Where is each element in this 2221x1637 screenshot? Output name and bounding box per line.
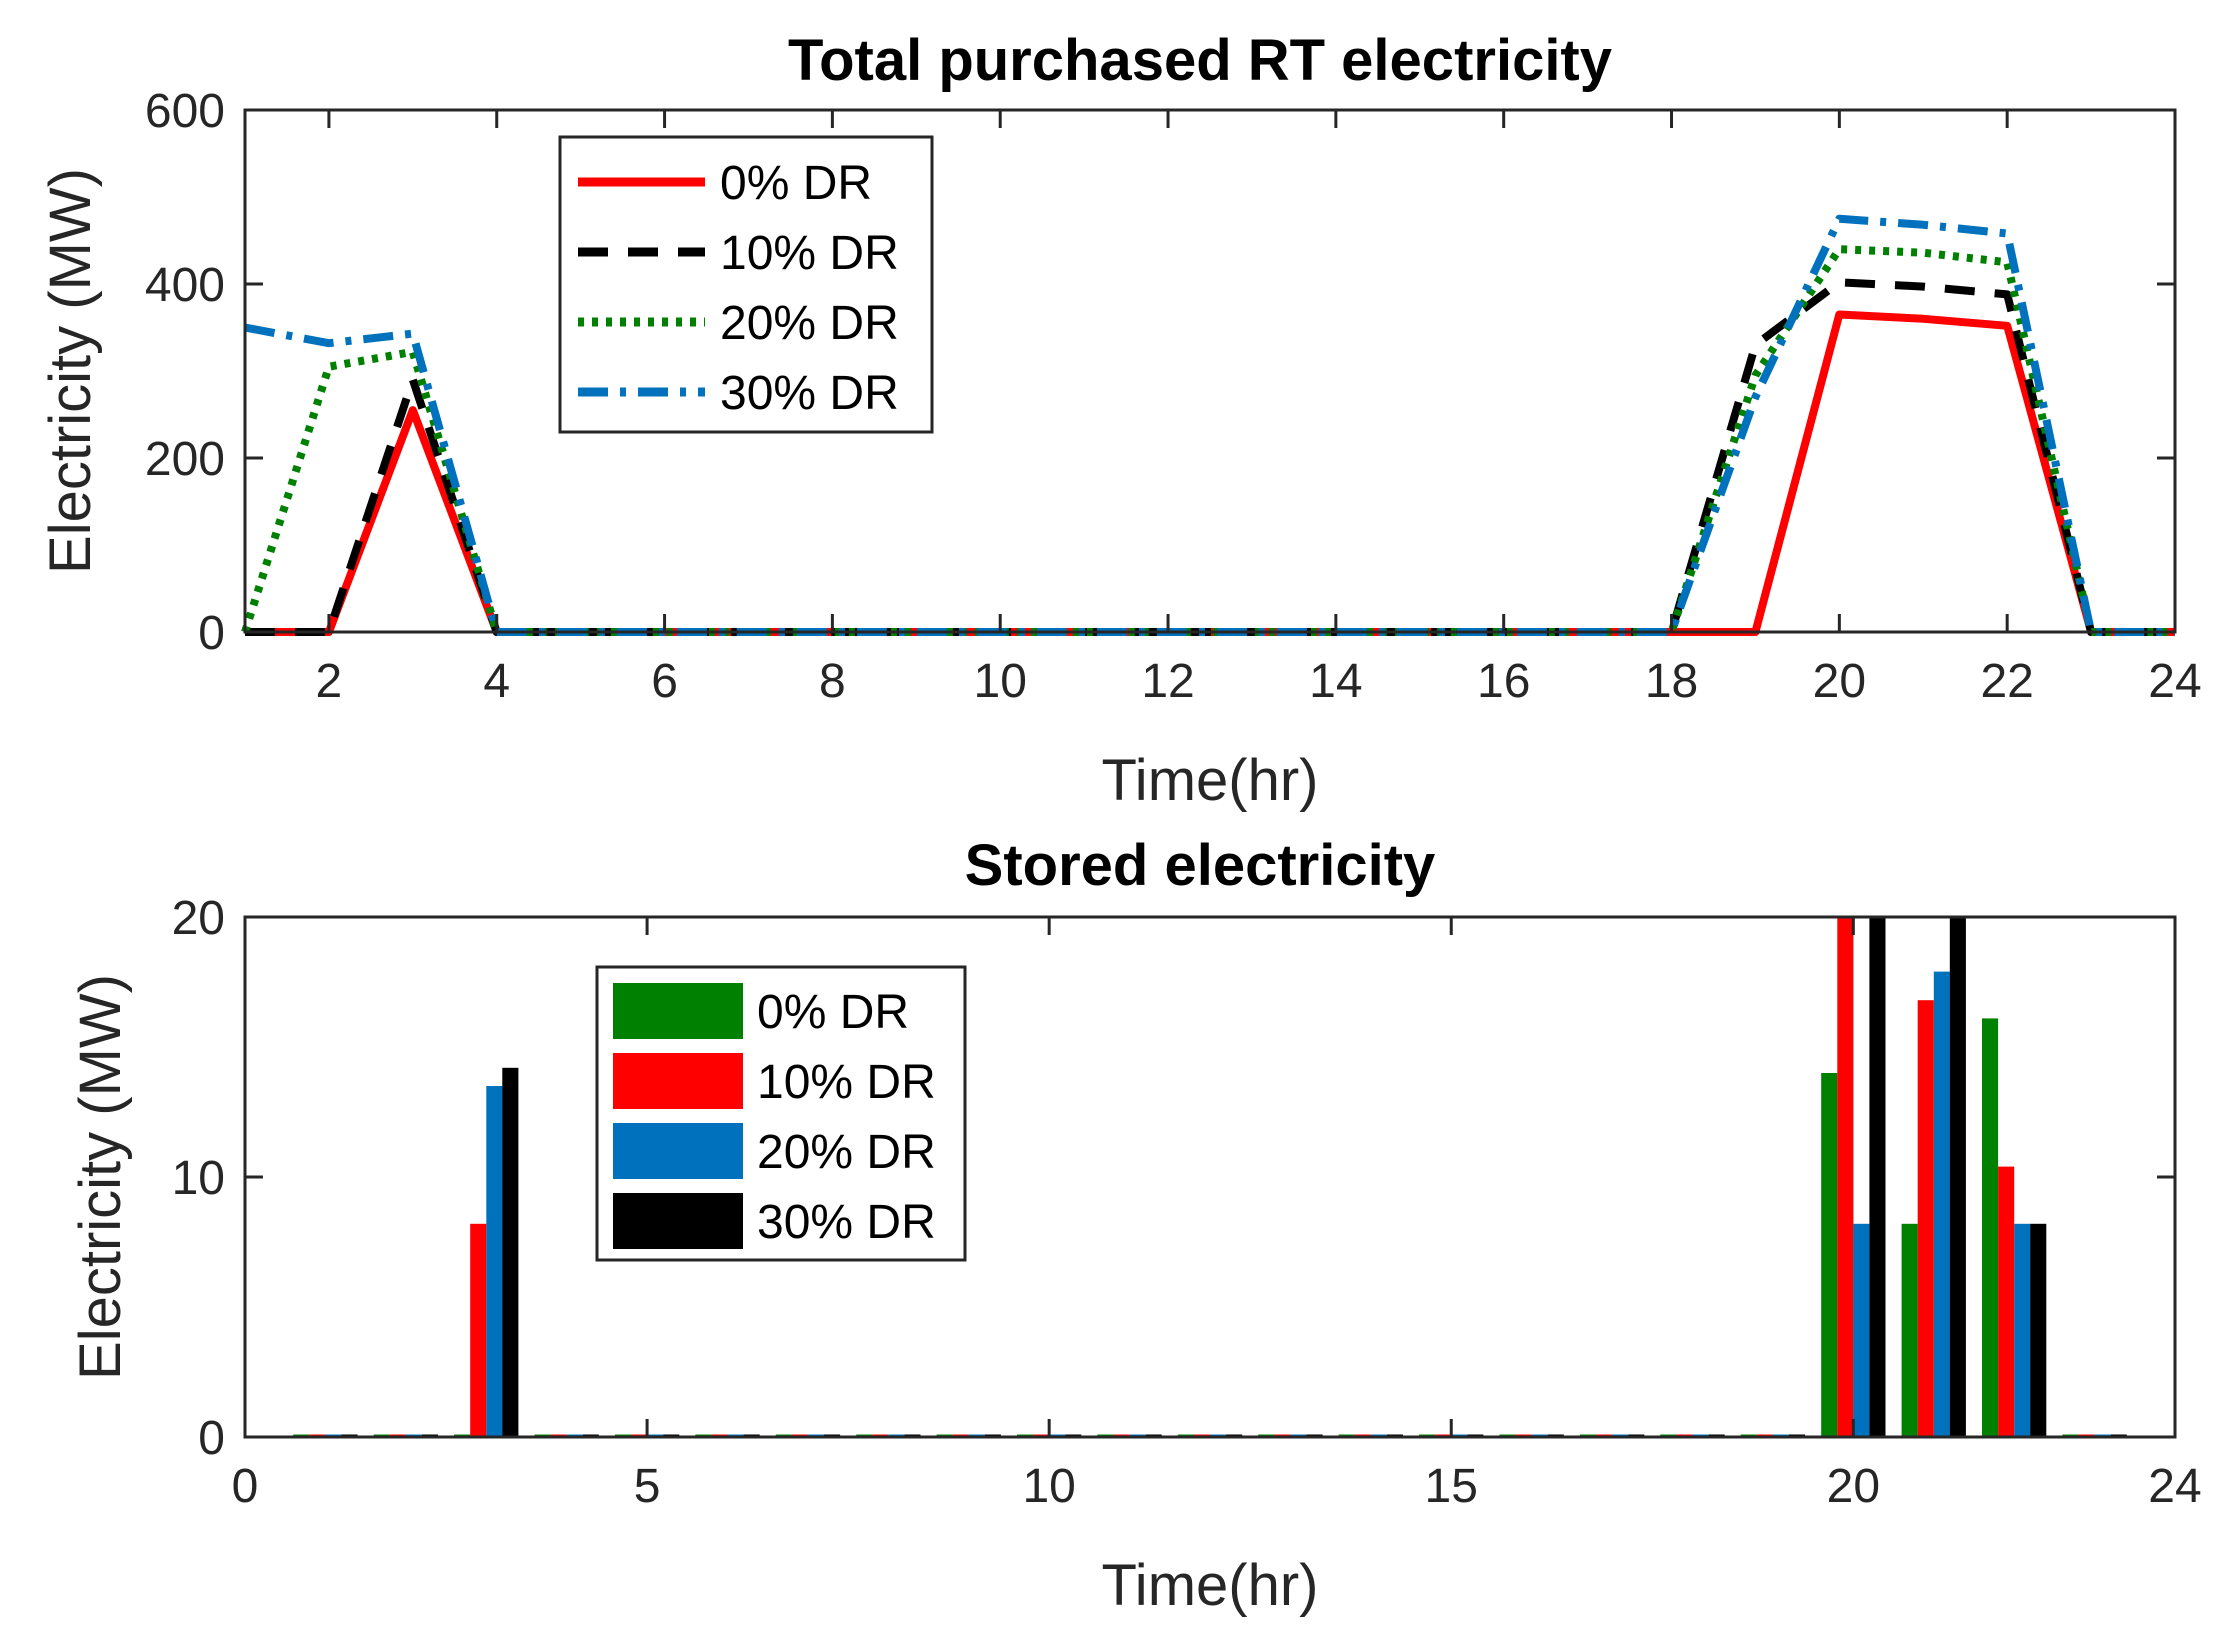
bar-chart-ticks: 0 5 10 15 20 24 0 10 20: [172, 892, 2202, 1513]
legend-label-3: 20% DR: [720, 297, 899, 350]
x-tick-label: 22: [1980, 655, 2033, 708]
bar-series-3-hr-20: [1853, 1223, 1870, 1437]
x-tick-label: 6: [651, 655, 678, 708]
bar-series-4-hr-21: [1949, 917, 1966, 1437]
x-tick-label: 24: [2148, 655, 2201, 708]
bar-chart-ylabel: Electricity (MW): [68, 974, 133, 1380]
line-series-2: [245, 278, 2175, 636]
legend-label-3: 20% DR: [757, 1126, 936, 1179]
line-series-1: [245, 310, 2175, 636]
x-tick-label: 2: [316, 655, 343, 708]
line-chart-ylabel: Electricity (MW): [38, 168, 103, 574]
bar-chart-panel: Stored electricity 0 5 10 15 20 24 0 10 20 Time(…: [68, 833, 2202, 1618]
x-tick-label: 5: [634, 1460, 661, 1513]
line-chart-panel: Total purchased RT electricity 2 4 6 8 10 12 1…: [38, 28, 2202, 813]
legend-label-4: 30% DR: [720, 367, 899, 420]
bar-chart-series: [293, 917, 2127, 1438]
y-tick-label: 400: [145, 259, 225, 312]
legend-label-1: 0% DR: [757, 986, 909, 1039]
y-tick-label: 600: [145, 85, 225, 138]
line-chart-title: Total purchased RT electricity: [788, 28, 1612, 93]
x-tick-label: 20: [1813, 655, 1866, 708]
x-tick-label: 12: [1141, 655, 1194, 708]
y-tick-label: 0: [198, 607, 225, 660]
legend-swatch-3: [613, 1123, 743, 1179]
bar-series-1-hr-20: [1821, 1073, 1838, 1437]
bar-series-3-hr-3: [486, 1086, 503, 1437]
y-tick-label: 10: [172, 1152, 225, 1205]
legend-swatch-2: [613, 1053, 743, 1109]
x-tick-label: 14: [1309, 655, 1362, 708]
bar-series-4-hr-3: [502, 1067, 519, 1437]
legend-label-2: 10% DR: [757, 1056, 936, 1109]
x-tick-label: 15: [1425, 1460, 1478, 1513]
legend-swatch-4: [613, 1193, 743, 1249]
bar-chart-xlabel: Time(hr): [1102, 1553, 1319, 1618]
bar-series-4-hr-22: [2030, 1223, 2047, 1437]
y-tick-label: 0: [198, 1412, 225, 1465]
legend-label-2: 10% DR: [720, 227, 899, 280]
line-chart-xlabel: Time(hr): [1102, 748, 1319, 813]
legend-label-1: 0% DR: [720, 157, 872, 210]
bar-series-3-hr-22: [2014, 1223, 2031, 1437]
x-tick-label: 20: [1827, 1460, 1880, 1513]
line-chart-legend: 0% DR 10% DR 20% DR 30% DR: [558, 135, 934, 434]
y-tick-label: 200: [145, 433, 225, 486]
bar-chart-legend: 0% DR 10% DR 20% DR 30% DR: [595, 965, 967, 1262]
x-tick-label: 18: [1645, 655, 1698, 708]
x-tick-label: 4: [483, 655, 510, 708]
legend-label-4: 30% DR: [757, 1196, 936, 1249]
x-tick-label: 24: [2148, 1460, 2201, 1513]
x-tick-label: 8: [819, 655, 846, 708]
x-tick-label: 10: [974, 655, 1027, 708]
y-tick-label: 20: [172, 892, 225, 945]
bar-series-3-hr-21: [1933, 971, 1950, 1437]
bar-series-2-hr-22: [1998, 1166, 2015, 1437]
bar-chart-title: Stored electricity: [965, 833, 1436, 898]
line-chart-series: [241, 214, 2175, 636]
line-series-3: [241, 245, 2175, 636]
bar-series-1-hr-22: [1982, 1018, 1999, 1437]
legend-swatch-1: [613, 983, 743, 1039]
line-series-4: [244, 214, 2175, 636]
bar-series-4-hr-20: [1869, 917, 1886, 1437]
x-tick-label: 16: [1477, 655, 1530, 708]
x-tick-label: 0: [232, 1460, 259, 1513]
bar-series-2-hr-3: [470, 1223, 487, 1437]
x-tick-label: 10: [1022, 1460, 1075, 1513]
bar-series-1-hr-21: [1901, 1223, 1918, 1437]
bar-series-2-hr-21: [1917, 1000, 1934, 1437]
line-chart-axes-box: [243, 108, 2177, 634]
bar-series-2-hr-20: [1837, 917, 1854, 1437]
